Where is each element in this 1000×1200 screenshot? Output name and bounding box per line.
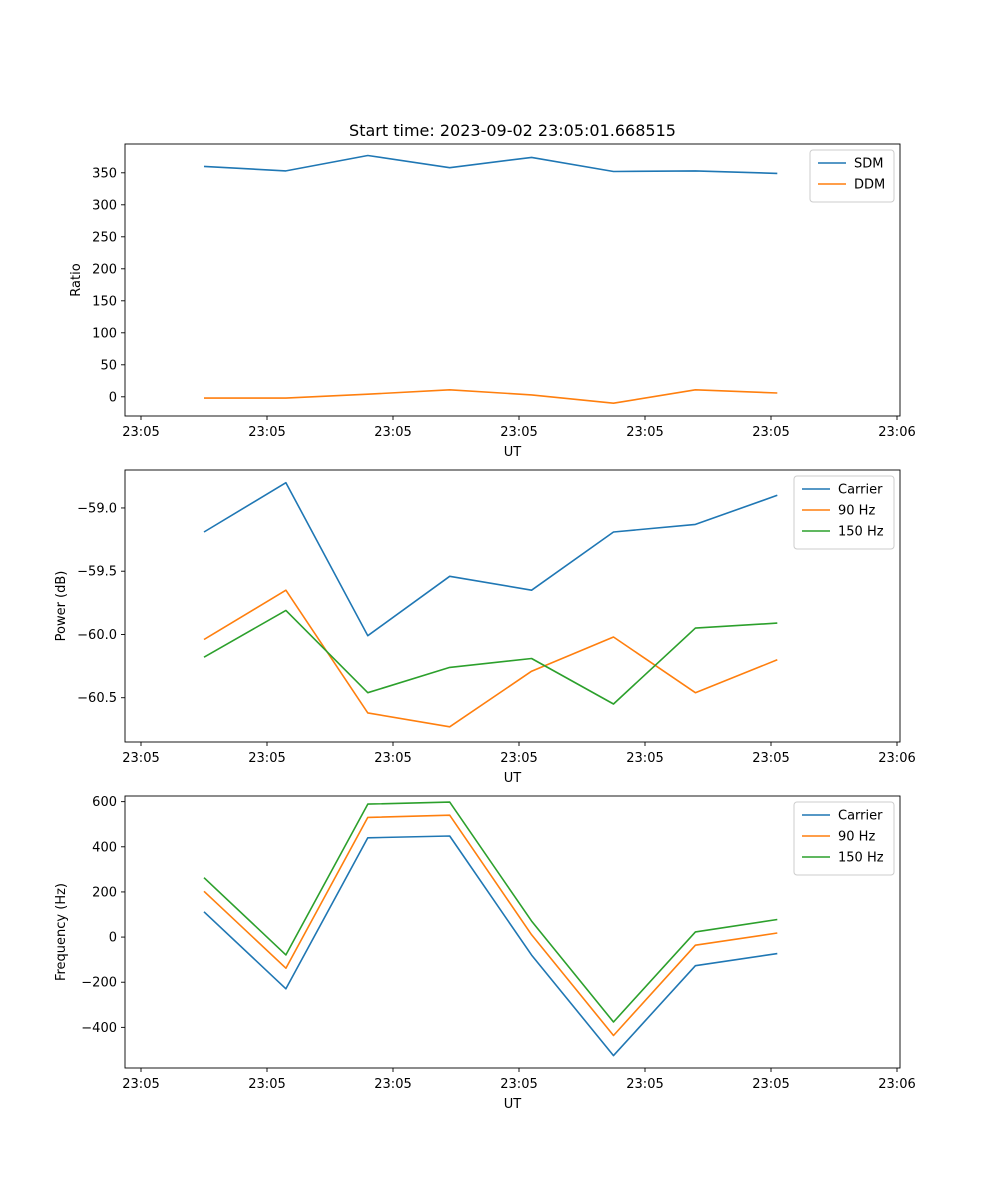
y-axis-label: Power (dB) <box>54 571 69 642</box>
y-tick-label: −60.0 <box>77 628 117 643</box>
power-panel: 23:05 23:05 23:05 23:05 23:05 23:05 23:06 −59.0… <box>54 469 916 786</box>
plot-frame <box>124 795 901 1069</box>
y-tick-label: −200 <box>81 976 117 991</box>
x-tick-label: 23:05 <box>374 425 411 440</box>
y-tick-label: −59.0 <box>77 501 117 516</box>
series-line-ddm <box>204 388 778 405</box>
y-tick-label: 0 <box>109 931 117 946</box>
x-tick-label: 23:05 <box>752 751 789 766</box>
y-tick-label: 200 <box>92 262 117 277</box>
x-axis-label: UT <box>504 445 522 460</box>
frequency-panel: 23:05 23:05 23:05 23:05 23:05 23:05 23:06 600 40… <box>54 795 916 1112</box>
series-line-90-hz <box>203 814 778 1037</box>
y-tick-label: −400 <box>81 1021 117 1036</box>
series-line-carrier <box>203 835 778 1057</box>
series-line-carrier <box>203 481 778 637</box>
legend-label: DDM <box>854 178 885 193</box>
legend-label: 150 Hz <box>838 525 884 540</box>
x-tick-label: 23:05 <box>374 751 411 766</box>
x-tick-label: 23:05 <box>248 751 285 766</box>
x-tick-label: 23:05 <box>500 1077 537 1092</box>
plot-frame <box>124 469 901 743</box>
y-tick-label: 300 <box>92 198 117 213</box>
ratio-panel: 23:05 23:05 23:05 23:05 23:05 23:05 23:06 0 50 10… <box>69 143 916 460</box>
series-line-sdm <box>203 154 778 175</box>
y-tick-label: −60.5 <box>77 691 117 706</box>
x-axis-label: UT <box>504 771 522 786</box>
x-tick-label: 23:05 <box>122 1077 159 1092</box>
y-tick-label: 50 <box>100 358 117 373</box>
x-tick-label: 23:05 <box>626 425 663 440</box>
x-tick-label: 23:05 <box>500 751 537 766</box>
x-tick-label: 23:05 <box>752 425 789 440</box>
x-tick-label: 23:05 <box>122 425 159 440</box>
y-axis-label: Frequency (Hz) <box>54 883 69 981</box>
x-tick-label: 23:05 <box>248 1077 285 1092</box>
series-line-150-hz <box>203 801 778 1023</box>
y-tick-label: 200 <box>92 885 117 900</box>
y-tick-label: 0 <box>109 390 117 405</box>
x-tick-label: 23:05 <box>626 751 663 766</box>
series-line-90-hz <box>203 589 778 728</box>
x-tick-label: 23:06 <box>878 751 915 766</box>
x-tick-label: 23:05 <box>752 1077 789 1092</box>
y-tick-label: 250 <box>92 230 117 245</box>
series-line-150-hz <box>203 609 778 705</box>
plot-frame <box>124 143 901 417</box>
y-tick-label: 600 <box>92 795 117 810</box>
x-tick-label: 23:06 <box>878 425 915 440</box>
x-tick-label: 23:05 <box>626 1077 663 1092</box>
x-axis-label: UT <box>504 1097 522 1112</box>
y-tick-label: 400 <box>92 840 117 855</box>
x-tick-label: 23:06 <box>878 1077 915 1092</box>
y-tick-label: 150 <box>92 294 117 309</box>
figure-title: Start time: 2023-09-02 23:05:01.668515 <box>349 121 676 140</box>
legend-label: 150 Hz <box>838 851 884 866</box>
legend-label: Carrier <box>838 483 883 498</box>
legend-label: 90 Hz <box>838 830 875 845</box>
y-tick-label: −59.5 <box>77 565 117 580</box>
legend-label: Carrier <box>838 809 883 824</box>
y-axis-label: Ratio <box>69 263 84 296</box>
x-tick-label: 23:05 <box>122 751 159 766</box>
x-tick-label: 23:05 <box>500 425 537 440</box>
legend-label: 90 Hz <box>838 504 875 519</box>
y-tick-label: 350 <box>92 166 117 181</box>
legend-label: SDM <box>854 157 883 172</box>
y-tick-label: 100 <box>92 326 117 341</box>
x-tick-label: 23:05 <box>248 425 285 440</box>
x-tick-label: 23:05 <box>374 1077 411 1092</box>
